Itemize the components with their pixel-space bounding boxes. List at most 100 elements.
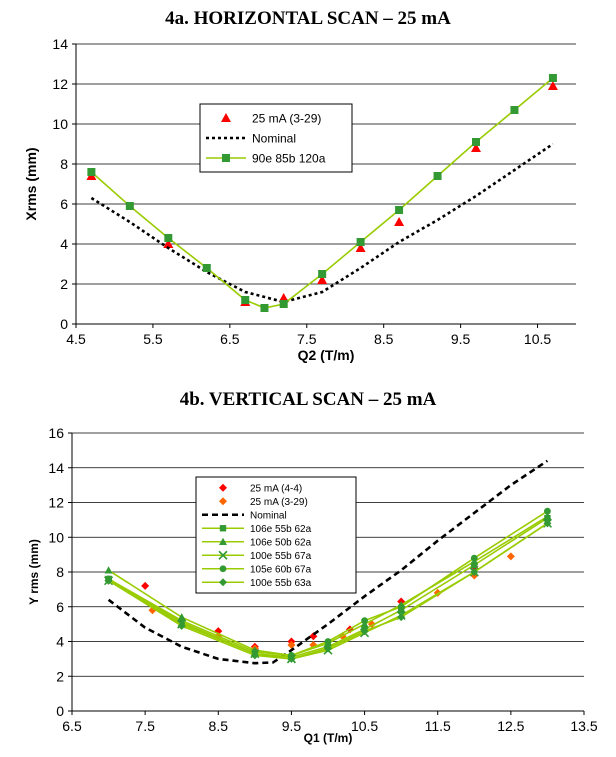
- series-line: [90, 142, 554, 304]
- y-tick-label: 6: [60, 196, 68, 212]
- data-point: [355, 243, 366, 252]
- chart-horizontal-scan: 4a. HORIZONTAL SCAN – 25 mA 0 2 4 6 8 10 12 14 4…: [0, 0, 616, 372]
- legend: 25 mA (3-29) Nominal 90e 85b 120a: [199, 103, 353, 173]
- legend-swatch-marker: [222, 154, 230, 162]
- legend-label: 106e 55b 62a: [250, 524, 312, 535]
- data-point: [260, 304, 269, 312]
- data-point: [361, 617, 368, 625]
- x-tick-label: 13.5: [570, 718, 597, 734]
- y-tick-label: 10: [52, 116, 68, 132]
- chart-title: 4b. VERTICAL SCAN – 25 mA: [179, 389, 437, 410]
- data-point: [164, 234, 173, 242]
- legend-box: [195, 476, 357, 594]
- data-point: [395, 206, 404, 214]
- y-axis-label: Y rms (mm): [27, 539, 41, 605]
- data-point: [360, 627, 369, 636]
- series-line: [90, 77, 554, 309]
- data-point: [278, 293, 289, 302]
- x-axis-label: Q1 (T/m): [304, 731, 353, 745]
- y-axis-label: Xrms (mm): [23, 147, 39, 220]
- data-point: [241, 296, 250, 304]
- y-tick-label: 12: [48, 495, 64, 511]
- data-point: [309, 632, 318, 641]
- legend-label: 100e 55b 63a: [250, 578, 312, 589]
- data-point: [163, 239, 174, 248]
- data-point: [470, 568, 479, 576]
- data-point: [324, 644, 332, 653]
- y-tick-label: 14: [52, 36, 68, 52]
- y-tick-label: 0: [60, 316, 68, 332]
- y-tick-label: 12: [52, 76, 68, 92]
- data-point: [356, 238, 365, 246]
- data-point: [214, 627, 223, 636]
- data-point: [548, 74, 557, 82]
- data-point: [177, 621, 186, 630]
- x-tick-label: 6.5: [220, 331, 240, 347]
- data-point: [324, 638, 332, 645]
- series-0: [86, 81, 558, 306]
- y-tick-label: 4: [60, 236, 68, 252]
- series-7: [104, 519, 552, 663]
- series-2: [107, 459, 549, 665]
- data-point: [287, 640, 296, 649]
- data-point: [178, 617, 186, 625]
- data-point: [87, 168, 96, 176]
- data-point: [318, 270, 327, 278]
- data-point: [104, 566, 113, 574]
- x-tick-label: 8.5: [374, 331, 394, 347]
- x-tick-label: 7.5: [135, 718, 155, 734]
- x-tick-label: 6.5: [62, 718, 82, 734]
- x-tick-label: 7.5: [297, 331, 317, 347]
- chart-title: 4a. HORIZONTAL SCAN – 25 mA: [165, 8, 451, 29]
- legend-label: 105e 60b 67a: [250, 564, 312, 575]
- data-point: [544, 507, 551, 515]
- y-tick-label: 6: [56, 599, 64, 615]
- legend-swatch-marker: [219, 537, 227, 545]
- x-tick-label: 10.5: [524, 331, 551, 347]
- data-point: [397, 603, 405, 611]
- data-point: [471, 143, 481, 152]
- data-point: [510, 106, 519, 114]
- y-tick-label: 8: [60, 156, 68, 172]
- y-tick-label: 2: [56, 668, 64, 684]
- data-point: [287, 654, 296, 663]
- legend-label: 25 mA (4-4): [250, 483, 302, 494]
- data-point: [250, 651, 259, 660]
- x-tick-label: 11.5: [425, 718, 451, 734]
- legend-label: Nominal: [250, 510, 287, 521]
- legend-swatch-marker: [218, 550, 228, 560]
- legend-swatch-marker: [219, 483, 227, 492]
- y-tick-label: 8: [56, 564, 64, 580]
- legend-label: 90e 85b 120a: [252, 151, 326, 165]
- x-tick-label: 9.5: [282, 718, 302, 734]
- data-point: [547, 81, 558, 90]
- x-tick-label: 10.5: [351, 718, 378, 734]
- data-point: [470, 554, 478, 562]
- data-point: [279, 300, 288, 308]
- data-point: [506, 552, 515, 561]
- chart-vertical-scan-plot: 0 2 4 6 8 10 12 14 16 6.5 7.5 8.5 9.5 10.5 11.5 12.5 13.…: [27, 425, 598, 745]
- legend: 25 mA (4-4) 25 mA (3-29) Nominal 106e 55b 6…: [195, 476, 357, 594]
- legend-swatch-marker: [221, 113, 231, 122]
- data-point: [202, 264, 211, 272]
- x-axis-label: Q2 (T/m): [298, 347, 355, 363]
- data-point: [471, 561, 478, 569]
- data-point: [543, 512, 552, 520]
- series-2: [87, 74, 557, 312]
- y-tick-label: 10: [48, 529, 64, 545]
- chart-vertical-scan: 4b. VERTICAL SCAN – 25 mA 0 2 4 6 8 10 12 14 16 6…: [0, 385, 616, 757]
- legend-swatch-marker: [219, 497, 227, 506]
- data-point: [125, 202, 134, 210]
- data-point: [104, 576, 113, 585]
- legend-label: 106e 50b 62a: [250, 537, 312, 548]
- legend-label: 25 mA (3-29): [252, 111, 321, 125]
- data-point: [317, 275, 328, 284]
- data-point: [433, 172, 442, 180]
- data-point: [148, 606, 157, 615]
- series-line: [107, 459, 549, 665]
- legend-swatch-marker: [219, 525, 227, 532]
- x-tick-label: 8.5: [209, 718, 229, 734]
- y-tick-label: 2: [60, 276, 68, 292]
- y-tick-label: 0: [56, 703, 64, 719]
- series-1: [90, 142, 554, 304]
